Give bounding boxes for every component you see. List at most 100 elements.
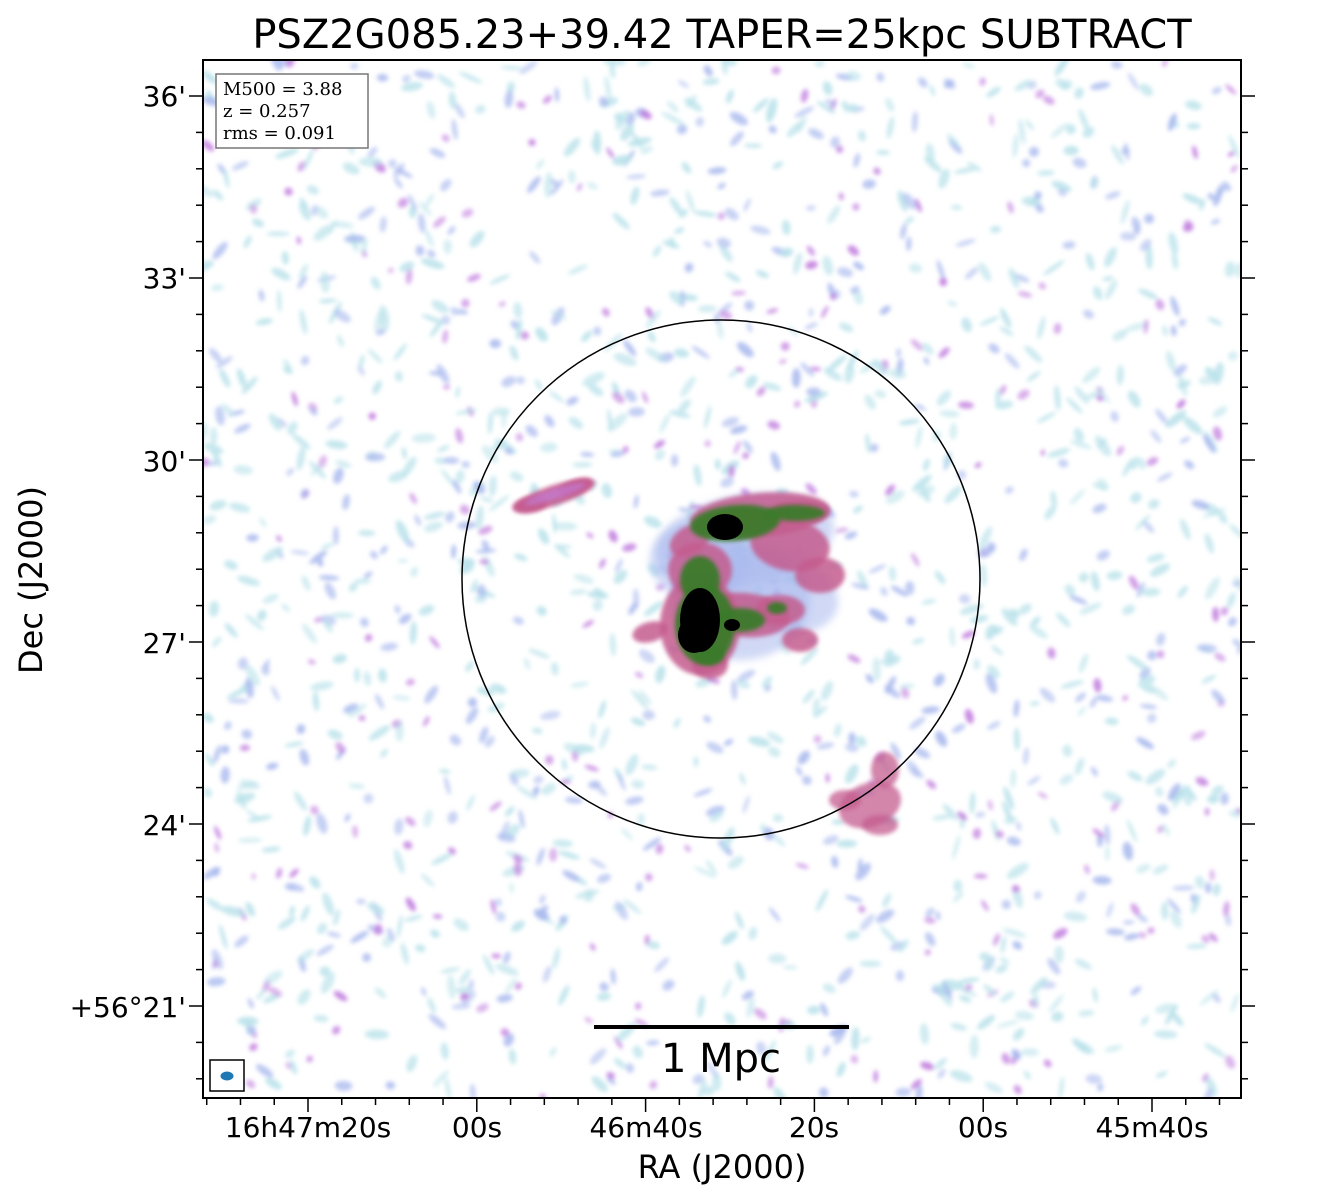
noise-speckle [879, 925, 898, 945]
noise-speckle [1155, 1071, 1168, 1078]
noise-speckle [780, 341, 790, 351]
noise-speckle [209, 500, 227, 511]
noise-speckle [634, 1002, 642, 1010]
noise-speckle [335, 741, 346, 754]
noise-speckle [352, 825, 359, 838]
noise-speckle [704, 440, 712, 447]
noise-speckle [647, 331, 656, 343]
x-tick-label: 00s [452, 1111, 502, 1144]
noise-speckle [203, 184, 214, 198]
noise-speckle [946, 133, 960, 147]
noise-speckle [456, 309, 468, 315]
noise-speckle [935, 911, 941, 921]
noise-speckle [291, 433, 311, 450]
noise-speckle [1199, 198, 1206, 211]
noise-speckle [739, 772, 746, 785]
noise-speckle [344, 234, 366, 243]
noise-speckle [421, 314, 445, 325]
noise-speckle [859, 913, 875, 931]
noise-speckle [1074, 958, 1092, 970]
noise-speckle [1096, 385, 1111, 404]
noise-speckle [440, 468, 457, 488]
noise-speckle [224, 721, 232, 730]
noise-speckle [761, 675, 773, 689]
noise-speckle [921, 706, 940, 714]
noise-speckle [1018, 119, 1026, 145]
noise-speckle [999, 384, 1007, 396]
noise-speckle [1152, 864, 1169, 875]
noise-speckle [1013, 1084, 1022, 1095]
noise-speckle [220, 905, 246, 917]
noise-speckle [559, 915, 568, 925]
noise-speckle [637, 813, 645, 826]
noise-speckle [409, 621, 417, 645]
southeast-blob [862, 815, 898, 835]
noise-speckle [1000, 308, 1012, 328]
noise-speckle [936, 259, 945, 281]
noise-speckle [496, 832, 516, 843]
noise-speckle [772, 814, 784, 823]
noise-speckle [1092, 987, 1098, 1003]
noise-speckle [1016, 821, 1022, 831]
noise-speckle [1104, 247, 1117, 268]
noise-speckle [847, 245, 860, 256]
noise-speckle [527, 176, 541, 194]
noise-speckle [654, 449, 666, 461]
noise-speckle [387, 159, 397, 169]
noise-speckle [1130, 986, 1142, 996]
noise-speckle [334, 1080, 353, 1091]
noise-speckle [606, 1077, 616, 1085]
noise-speckle [1102, 276, 1114, 281]
noise-speckle [261, 846, 281, 853]
noise-speckle [367, 146, 378, 158]
noise-speckle [245, 902, 255, 917]
noise-speckle [385, 1081, 396, 1090]
noise-speckle [221, 745, 230, 754]
noise-speckle [566, 396, 579, 406]
noise-speckle [932, 814, 952, 821]
noise-speckle [1177, 373, 1188, 397]
noise-speckle [771, 833, 786, 847]
noise-speckle [772, 161, 784, 170]
noise-speckle [1147, 650, 1157, 661]
noise-speckle [1122, 459, 1133, 477]
noise-speckle [800, 647, 819, 666]
noise-speckle [771, 66, 781, 75]
noise-speckle [415, 245, 425, 256]
noise-speckle [808, 128, 824, 140]
noise-speckle [702, 78, 720, 86]
noise-speckle [1127, 72, 1139, 90]
noise-speckle [645, 347, 666, 363]
noise-speckle [296, 724, 306, 735]
noise-speckle [835, 527, 849, 533]
noise-speckle [306, 1055, 313, 1063]
noise-speckle [233, 465, 253, 475]
noise-speckle [902, 193, 917, 210]
noise-speckle [631, 779, 645, 789]
noise-speckle [447, 811, 458, 824]
noise-speckle [541, 782, 557, 796]
noise-speckle [910, 339, 924, 351]
noise-speckle [944, 485, 963, 504]
noise-speckle [470, 579, 478, 593]
noise-speckle [756, 386, 766, 397]
noise-speckle [544, 172, 553, 198]
noise-speckle [620, 123, 635, 141]
noise-speckle [693, 210, 717, 217]
noise-speckle [1055, 78, 1070, 90]
noise-speckle [477, 687, 495, 696]
noise-speckle [1123, 142, 1130, 161]
noise-speckle [501, 410, 507, 429]
noise-speckle [614, 1036, 623, 1049]
noise-speckle [203, 713, 214, 723]
noise-speckle [806, 387, 821, 396]
noise-speckle [938, 347, 950, 358]
noise-speckle [1182, 193, 1203, 205]
noise-speckle [1207, 794, 1220, 804]
noise-speckle [1210, 218, 1221, 225]
noise-speckle [606, 1071, 616, 1080]
noise-speckle [1182, 416, 1203, 435]
noise-speckle [650, 189, 670, 197]
noise-speckle [845, 743, 859, 753]
